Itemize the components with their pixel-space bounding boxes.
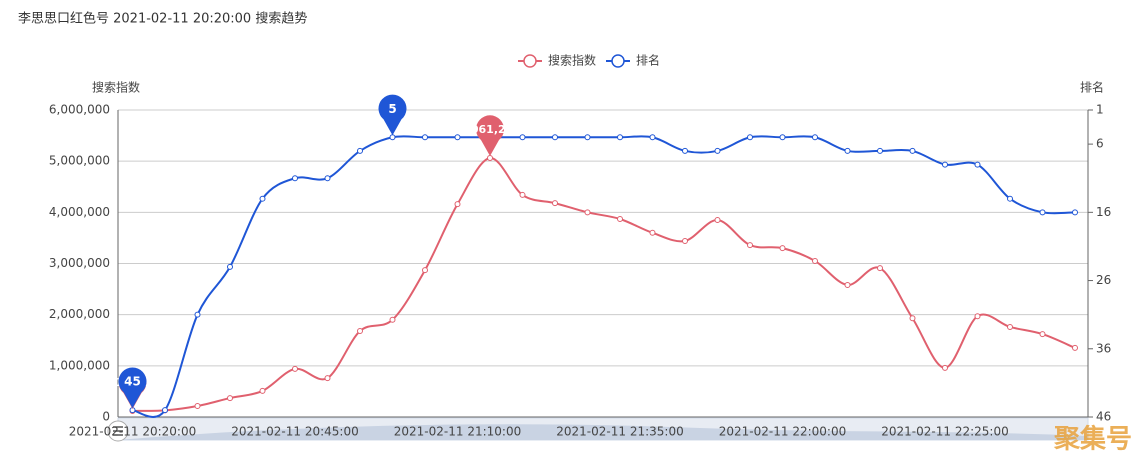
data-point: [812, 134, 818, 141]
data-point: [519, 134, 526, 141]
y2-tick-label: 46: [1096, 410, 1111, 424]
data-point: [1072, 344, 1078, 351]
data-point: [844, 147, 851, 154]
x-tick-label: 2021-02-11 21:10:00: [394, 425, 521, 439]
y-tick-label: 3,000,000: [49, 256, 110, 270]
data-point: [747, 134, 753, 141]
legend-label: 搜索指数: [548, 53, 596, 68]
data-point: [682, 147, 688, 154]
y-tick-label: 4,000,000: [49, 205, 110, 219]
data-point: [649, 229, 656, 236]
data-point: [454, 134, 461, 141]
data-point: [1007, 195, 1013, 202]
zoom-handle-icon: [113, 426, 123, 436]
data-point: [227, 263, 233, 270]
y-tick-label: 1,000,000: [49, 358, 110, 372]
x-tick-label: 2021-02-11 21:35:00: [556, 425, 683, 439]
legend-marker: [523, 54, 537, 68]
data-point: [324, 375, 331, 382]
data-point: [584, 209, 591, 216]
data-point: [714, 217, 721, 224]
data-point: [779, 245, 786, 252]
data-point: [1007, 323, 1013, 330]
data-point: [162, 407, 168, 414]
data-point: [909, 315, 916, 322]
y2-tick-label: 36: [1096, 341, 1111, 355]
data-point: [324, 175, 331, 182]
data-point: [292, 175, 298, 182]
watermark: 聚集号: [1053, 424, 1132, 455]
data-point: [259, 387, 266, 394]
y-tick-label: 0: [102, 410, 110, 424]
data-point: [942, 364, 948, 371]
data-point: [617, 134, 623, 141]
chart-title: 李思思口红色号 2021-02-11 20:20:00 搜索趋势: [18, 11, 307, 27]
y2-tick-label: 6: [1096, 137, 1104, 151]
data-point: [682, 237, 688, 244]
mark-point: [378, 94, 407, 136]
data-point: [1039, 209, 1046, 216]
data-point: [389, 316, 396, 323]
series-line: [132, 135, 1076, 418]
y2-tick-label: 1: [1096, 103, 1104, 117]
zoom-shadow: [118, 424, 1088, 440]
legend-marker: [611, 54, 625, 68]
mark-point-label: 45: [124, 375, 141, 389]
x-tick-label: 2021-02-11 20:45:00: [231, 425, 358, 439]
mark-point-label: 5,061,264: [459, 123, 521, 136]
legend-label: 排名: [636, 53, 660, 68]
data-point: [1039, 331, 1046, 338]
y-tick-label: 5,000,000: [49, 154, 110, 168]
data-point: [519, 191, 526, 198]
y2-tick-label: 16: [1096, 205, 1111, 219]
y-axis-label: 搜索指数: [92, 80, 140, 95]
data-point: [747, 242, 753, 249]
data-point: [812, 257, 818, 264]
data-point: [487, 155, 493, 162]
y2-axis-label: 排名: [1080, 80, 1104, 95]
x-tick-label: 2021-02-11 22:25:00: [881, 425, 1008, 439]
data-point: [974, 161, 981, 168]
data-point: [942, 161, 948, 168]
data-point: [389, 134, 396, 141]
data-point: [357, 147, 363, 154]
data-point: [714, 147, 721, 154]
data-point: [227, 395, 233, 402]
data-point: [422, 267, 428, 274]
data-point: [422, 134, 428, 141]
x-tick-label: 2021-02-11 22:00:00: [719, 425, 846, 439]
data-point: [617, 215, 623, 222]
data-point: [259, 195, 266, 202]
data-point: [552, 134, 558, 141]
mark-point: [476, 115, 504, 157]
data-point: [649, 134, 656, 141]
data-zoom[interactable]: [107, 417, 1089, 442]
data-point: [779, 134, 786, 141]
data-point: [194, 311, 201, 318]
data-point: [974, 313, 981, 320]
data-point: [552, 200, 558, 207]
series-line: [132, 157, 1076, 412]
data-point: [844, 281, 851, 288]
y2-tick-label: 26: [1096, 273, 1111, 287]
mark-point: [118, 367, 147, 409]
data-point: [454, 201, 461, 208]
data-point: [1072, 209, 1078, 216]
data-point: [877, 147, 883, 154]
x-tick-label: 2021-02-11 20:20:00: [69, 425, 196, 439]
data-point: [357, 328, 363, 335]
data-point: [909, 147, 916, 154]
y-tick-label: 2,000,000: [49, 307, 110, 321]
mark-point-label: 5: [388, 102, 396, 116]
y-tick-label: 6,000,000: [49, 103, 110, 117]
data-point: [877, 265, 883, 272]
data-point: [584, 134, 591, 141]
data-point: [292, 365, 298, 372]
data-point: [194, 402, 201, 409]
